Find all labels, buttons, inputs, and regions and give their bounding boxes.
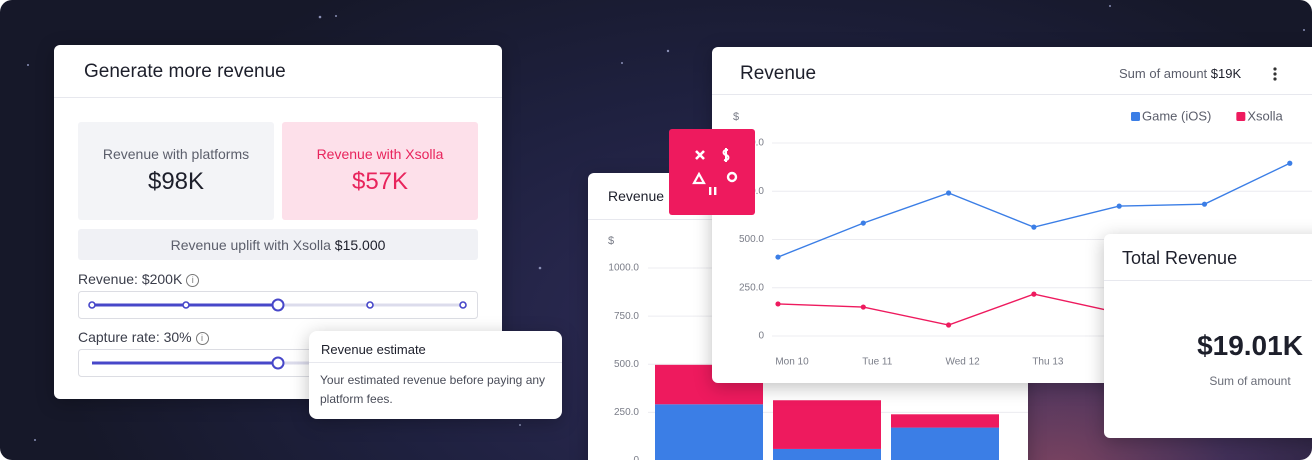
total-value: $19.01K — [1197, 330, 1303, 361]
y-unit: $ — [733, 111, 739, 123]
point — [775, 254, 781, 260]
y-tick-label: 250.0 — [614, 407, 639, 418]
total-title: Total Revenue — [1122, 248, 1238, 268]
summary-label: Sum of amount — [1119, 66, 1208, 81]
point — [775, 301, 781, 307]
chart-title: Revenue — [608, 188, 665, 204]
point — [946, 190, 952, 196]
summary-value: $19K — [1210, 66, 1242, 81]
y-tick-label: 1000.0 — [608, 263, 639, 274]
value: $15.000 — [334, 236, 386, 253]
x-tick-label: Wed 12 — [945, 357, 980, 368]
slider-stop — [88, 301, 96, 309]
point — [1201, 201, 1208, 207]
label: Revenue with platforms — [102, 146, 250, 162]
label: Revenue: — [78, 271, 138, 287]
point — [860, 304, 866, 310]
slider-stop — [182, 301, 190, 309]
legend-label: Xsolla — [1247, 108, 1283, 123]
label: Revenue with Xsolla — [316, 146, 444, 162]
slider-stop — [366, 301, 374, 309]
y-tick-label: 0 — [633, 455, 639, 460]
slider-thumb — [271, 298, 285, 312]
revenue-slider[interactable] — [78, 291, 478, 319]
label: Capture rate: — [78, 329, 160, 345]
y-tick-label: 250.0 — [739, 282, 764, 293]
y-tick-label: 750.0 — [614, 311, 639, 322]
card-header — [54, 45, 502, 98]
bar-segment — [773, 448, 881, 460]
total-card: Total Revenue $19.01K Sum of amount — [1104, 234, 1312, 438]
summary: Sum of amount $19K — [1119, 66, 1241, 81]
x-tick-label: Mon 10 — [775, 357, 809, 368]
point — [1031, 224, 1037, 230]
point — [1287, 160, 1293, 166]
revenue-input-label: Revenue: $200K i — [78, 271, 200, 287]
x-tick-label: Thu 13 — [1032, 357, 1064, 368]
value: $200K — [141, 271, 183, 287]
line-chart-card: Revenue Sum of amount $19K $ 0 250.0 500.0… — [712, 47, 1312, 383]
revenue-card: Generate more revenue Revenue with platf… — [54, 45, 502, 399]
xsolla-box: Revenue with Xsolla $57K — [282, 122, 478, 220]
capture-rate-label: Capture rate: 30% i — [78, 329, 209, 345]
value: $57K — [351, 168, 409, 195]
bar-segment — [773, 400, 881, 449]
menu-icon[interactable] — [1270, 66, 1280, 82]
bar-chart: $ 0 250.0 500.0 750.0 1000.0 — [608, 235, 1028, 460]
info-icon[interactable]: i — [186, 274, 200, 287]
divider — [1104, 280, 1312, 281]
legend-swatch — [1236, 112, 1246, 121]
y-unit: $ — [608, 235, 614, 247]
tooltip: Revenue estimate Your estimated revenue … — [309, 331, 562, 419]
series-line — [777, 293, 1120, 326]
tooltip-text: Your estimated revenue before paying any… — [320, 373, 546, 406]
total-label: Sum of amount — [1209, 374, 1291, 388]
chart-title: Revenue — [740, 63, 817, 84]
y-tick-label: 500.0 — [614, 359, 639, 370]
logo — [669, 129, 755, 215]
value: $98K — [147, 168, 205, 195]
bar-segment — [891, 414, 999, 428]
y-tick-label: 500.0 — [739, 234, 764, 245]
y-tick-label: 0 — [758, 331, 764, 342]
uplift: Revenue uplift with Xsolla $15.000 — [78, 229, 478, 260]
point — [1031, 291, 1037, 297]
platform-box: Revenue with platforms $98K — [78, 122, 274, 220]
legend-swatch — [1131, 112, 1140, 121]
tooltip-title: Revenue estimate — [321, 342, 426, 357]
info-icon[interactable]: i — [195, 332, 209, 345]
slider-thumb — [271, 356, 285, 370]
divider — [309, 362, 562, 363]
value: 30% — [163, 329, 192, 345]
point — [946, 322, 952, 328]
bar-segment — [891, 427, 999, 460]
slider-stop — [459, 301, 467, 309]
x-tick-label: Tue 11 — [862, 357, 892, 368]
bar-segment — [655, 404, 763, 460]
point — [860, 220, 866, 226]
point — [1116, 203, 1122, 209]
card-title: Generate more revenue — [84, 61, 286, 82]
legend-label: Game (iOS) — [1142, 108, 1211, 123]
divider — [712, 94, 1312, 95]
label: Revenue uplift with Xsolla — [170, 236, 331, 253]
